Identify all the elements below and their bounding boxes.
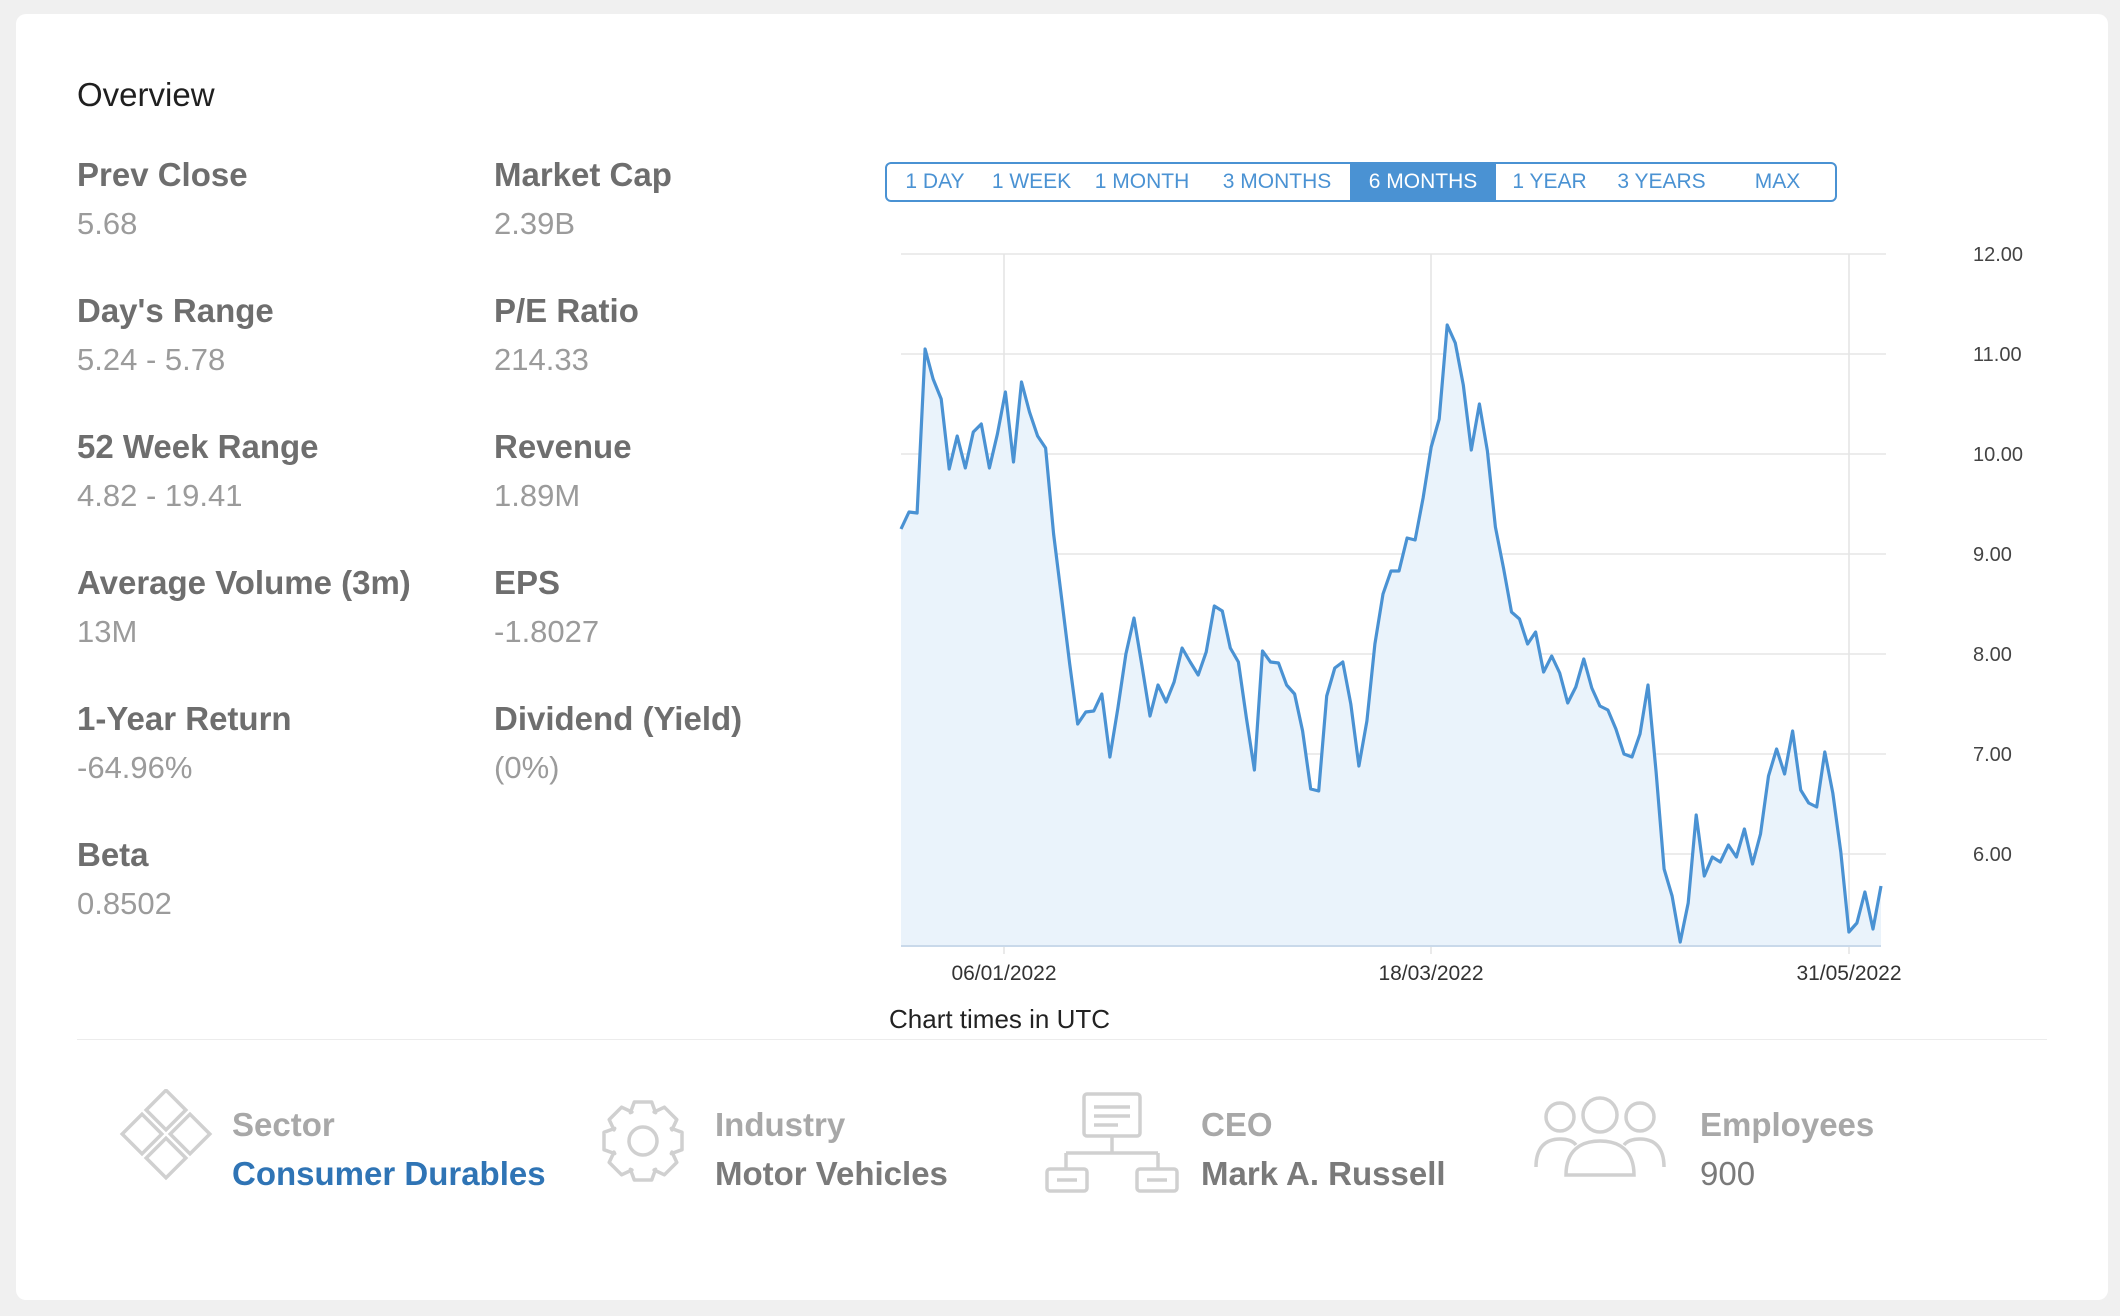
people-icon [1534,1096,1666,1177]
stat-label: Dividend (Yield) [494,700,743,737]
stat-value: 214.33 [494,342,589,377]
price-area [901,325,1881,946]
x-tick-label: 31/05/2022 [1796,962,1901,985]
info-value: 900 [1700,1155,1756,1192]
stat-label: Revenue [494,428,632,465]
y-tick-label: 10.00 [1973,444,2023,466]
overview-card: Overview Prev Close 5.68 Day's Range 5.2… [16,14,2108,1300]
stat-value: 5.24 - 5.78 [77,342,226,377]
range-1-month-button[interactable]: 1 MONTH [1094,170,1190,193]
stat-average-volume: Average Volume (3m) 13M [77,564,411,650]
stat-value: (0%) [494,750,560,785]
stat-label: Market Cap [494,156,672,193]
y-tick-label: 6.00 [1973,844,2012,866]
stat-label: 52 Week Range [77,428,319,465]
gear-icon [602,1100,684,1182]
stat-revenue: Revenue 1.89M [494,428,632,514]
x-tick-label: 18/03/2022 [1378,962,1483,985]
sector-link[interactable]: Consumer Durables [232,1155,546,1192]
stat-value: 5.68 [77,206,138,241]
y-tick-label: 9.00 [1973,544,2012,566]
range-3-years-button[interactable]: 3 YEARS [1617,170,1706,193]
stat-prev-close: Prev Close 5.68 [77,156,248,242]
y-tick-label: 7.00 [1973,744,2012,766]
range-1-year-button[interactable]: 1 YEAR [1512,170,1587,193]
range-max-button[interactable]: MAX [1754,170,1801,193]
stat-pe-ratio: P/E Ratio 214.33 [494,292,639,378]
stat-52-week-range: 52 Week Range 4.82 - 19.41 [77,428,319,514]
stat-label: 1-Year Return [77,700,292,737]
info-value: Motor Vehicles [715,1155,948,1192]
range-1-week-button[interactable]: 1 WEEK [991,170,1072,193]
range-1-day-button[interactable]: 1 DAY [905,170,965,193]
org-chart-icon [1045,1092,1179,1193]
stat-dividend-yield: Dividend (Yield) (0%) [494,700,742,786]
price-line [899,323,1883,944]
stat-value: 0.8502 [77,886,172,921]
stat-1-year-return: 1-Year Return -64.96% [77,700,292,786]
y-tick-label: 11.00 [1973,344,2022,366]
stat-days-range: Day's Range 5.24 - 5.78 [77,292,274,378]
range-6-months-button[interactable]: 6 MONTHS [1350,164,1496,200]
stat-beta: Beta 0.8502 [77,836,172,922]
divider [77,1039,2047,1040]
stat-label: Prev Close [77,156,248,193]
stat-value: 13M [77,614,138,649]
y-tick-label: 8.00 [1973,644,2012,666]
price-chart: 12.00 11.00 10.00 9.00 8.00 7.00 6.00 06/01/20… [899,244,2023,985]
info-value: Mark A. Russell [1201,1155,1446,1192]
time-range-selector: 1 DAY 1 WEEK 1 MONTH 3 MONTHS 6 MONTHS 1… [885,162,1837,202]
stat-value: -1.8027 [494,614,600,649]
stat-label: Average Volume (3m) [77,564,411,601]
y-tick-label: 12.00 [1973,244,2023,266]
stat-value: 4.82 - 19.41 [77,478,243,513]
overview-title: Overview [77,76,215,113]
range-3-months-button[interactable]: 3 MONTHS [1222,170,1332,193]
stat-eps: EPS -1.8027 [494,564,599,650]
info-label: Industry [715,1106,846,1143]
stat-label: Beta [77,836,149,873]
x-tick-label: 06/01/2022 [951,962,1056,985]
stat-market-cap: Market Cap 2.39B [494,156,672,242]
stat-label: EPS [494,564,561,601]
info-label: CEO [1201,1106,1273,1143]
stat-label: P/E Ratio [494,292,639,329]
info-label: Employees [1700,1106,1875,1143]
stat-label: Day's Range [77,292,274,329]
diamonds-icon [119,1089,213,1181]
info-label: Sector [232,1106,335,1143]
stat-value: -64.96% [77,750,193,785]
chart-timezone-note: Chart times in UTC [889,1004,1111,1034]
stat-value: 1.89M [494,478,581,513]
stat-value: 2.39B [494,206,576,241]
